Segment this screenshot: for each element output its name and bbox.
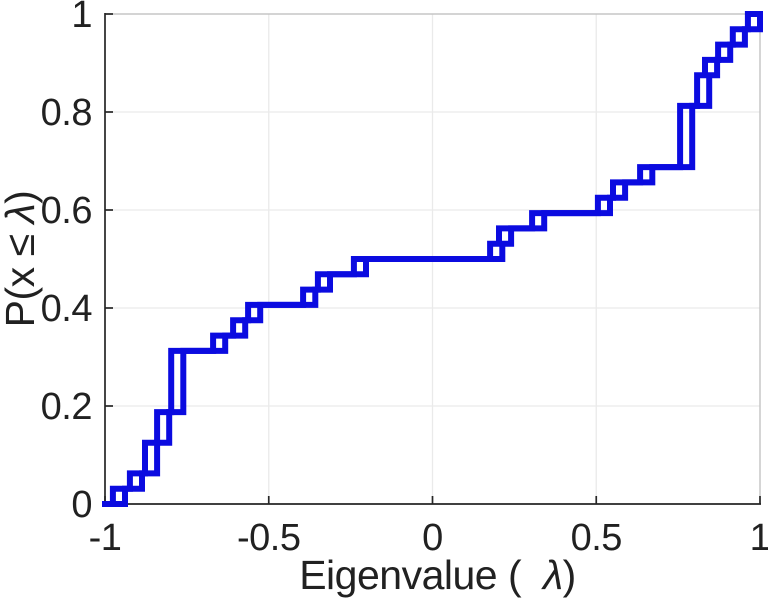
y-tick-label-4: 0.8 — [41, 92, 92, 134]
x-tick-label-3: 0.5 — [571, 517, 622, 559]
y-tick-label-5: 1 — [71, 0, 92, 36]
y-tick-label-0: 0 — [71, 484, 92, 526]
ecdf-curve — [102, 11, 763, 507]
y-tick-label-1: 0.2 — [41, 386, 92, 428]
x-tick-label-2: 0 — [422, 517, 443, 559]
ecdf-curve-echo — [102, 11, 763, 507]
x-tick-label-4: 1 — [750, 517, 768, 559]
x-axis-label: Eigenvalue ( λ) — [299, 552, 576, 598]
x-tick-label-0: -1 — [89, 517, 122, 559]
y-tick-label-2: 0.4 — [41, 288, 93, 330]
x-tick-label-1: -0.5 — [237, 517, 300, 559]
y-tick-label-3: 0.6 — [41, 190, 92, 232]
y-axis-label: P(x ≤ λ) — [0, 191, 43, 328]
